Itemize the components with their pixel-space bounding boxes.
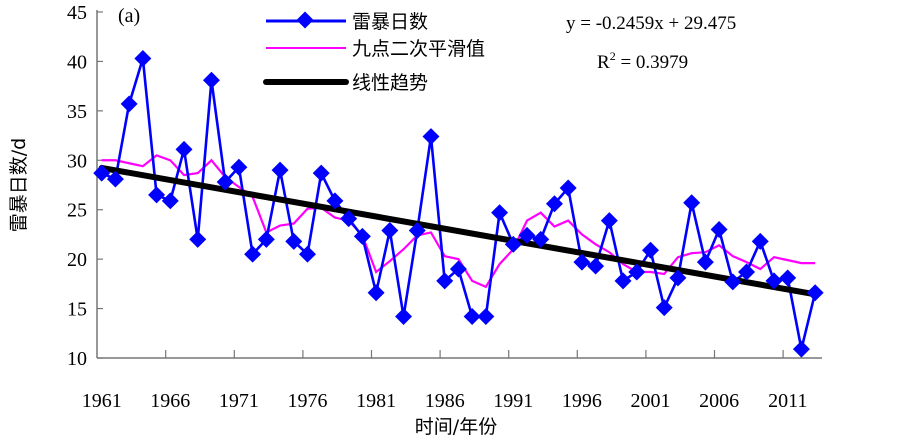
data-point-marker [751, 232, 769, 250]
data-point-marker [312, 164, 330, 182]
x-tick-label: 2006 [699, 390, 739, 412]
data-point-marker [628, 263, 646, 281]
data-point-marker [669, 269, 687, 287]
data-point-marker [683, 194, 701, 212]
data-point-marker [724, 273, 742, 291]
data-point-marker [202, 71, 220, 89]
x-tick-label: 1991 [493, 390, 533, 412]
data-point-marker [779, 269, 797, 287]
data-point-marker [573, 253, 591, 271]
r-squared: R2 = 0.3979 [597, 49, 688, 73]
x-axis-label: 时间/年份 [415, 416, 497, 438]
data-point-marker [93, 164, 111, 182]
data-point-marker [792, 340, 810, 358]
data-point-marker [148, 186, 166, 204]
x-tick-label: 2001 [631, 390, 671, 412]
data-point-marker [189, 230, 207, 248]
data-point-marker [271, 161, 289, 179]
y-tick-label: 20 [67, 249, 87, 271]
x-tick-label: 1971 [219, 390, 259, 412]
data-point-marker [806, 284, 824, 302]
x-tick-label: 1996 [562, 390, 602, 412]
data-point-marker [244, 245, 262, 263]
data-point-marker [655, 299, 673, 317]
data-point-marker [587, 257, 605, 275]
data-point-marker [299, 245, 316, 263]
trend-line [98, 164, 819, 298]
axes: 10 15 20 25 30 35 40 45 1961 1966 1971 1976 1981 1986… [67, 2, 822, 412]
data-point-marker [600, 212, 618, 230]
data-point-marker [408, 221, 426, 239]
data-point-marker [765, 272, 783, 290]
thunder-days-line [101, 58, 817, 350]
panel-label: (a) [118, 5, 140, 27]
data-point-marker [340, 210, 358, 228]
x-tick-label: 1961 [82, 390, 122, 412]
data-point-marker [381, 221, 399, 239]
data-point-marker [216, 173, 234, 191]
data-point-marker [175, 140, 193, 158]
y-tick-label: 15 [67, 299, 87, 321]
legend-label-trend: 线性趋势 [352, 72, 428, 94]
data-point-marker [285, 232, 303, 250]
x-tick-label: 1986 [425, 390, 465, 412]
data-point-marker [696, 253, 714, 271]
data-point-marker [504, 235, 522, 253]
data-point-marker [120, 95, 138, 113]
trend-equation: y = -0.2459x + 29.475 [566, 13, 736, 34]
data-point-marker [395, 307, 413, 325]
series-layer [93, 49, 824, 358]
x-tick-label: 1966 [150, 390, 190, 412]
data-point-marker [449, 260, 467, 278]
data-point-marker [257, 230, 275, 248]
x-tick-label: 2011 [768, 390, 807, 412]
data-point-marker [230, 158, 248, 176]
r2-value: = 0.3979 [616, 52, 688, 73]
legend-label-smoothed: 九点二次平滑值 [352, 38, 485, 60]
data-point-marker [559, 179, 577, 197]
smoothed-line [101, 154, 816, 289]
r2-superscript: 2 [610, 49, 616, 63]
data-point-marker [326, 192, 344, 210]
data-point-marker [106, 170, 124, 188]
data-point-marker [710, 221, 728, 238]
data-point-marker [491, 204, 509, 222]
data-point-marker [642, 241, 659, 259]
data-point-marker [477, 307, 495, 325]
y-axis-label: 雷暴日数/d [8, 138, 30, 232]
y-tick-label: 25 [67, 200, 87, 222]
y-tick-label: 30 [67, 150, 87, 172]
data-point-marker [738, 263, 756, 281]
data-point-marker [436, 272, 454, 290]
r2-label: R [597, 52, 610, 73]
data-point-marker [545, 195, 563, 213]
data-point-marker [422, 128, 440, 146]
data-point-marker [614, 272, 632, 290]
y-tick-label: 40 [67, 51, 87, 73]
y-tick-label: 35 [67, 101, 87, 123]
data-point-marker [161, 192, 179, 210]
x-tick-label: 1976 [288, 390, 328, 412]
legend: 雷暴日数 九点二次平滑值 线性趋势 [263, 11, 485, 94]
data-point-marker [518, 226, 536, 244]
legend-marker-diamond [296, 11, 314, 29]
y-tick-label: 45 [67, 2, 87, 24]
x-tick-label: 1981 [356, 390, 396, 412]
y-tick-label: 10 [67, 348, 87, 370]
data-point-marker [353, 227, 371, 245]
data-point-marker [463, 307, 481, 325]
data-point-marker [532, 230, 550, 248]
data-point-marker [134, 49, 152, 67]
legend-label-thunder-days: 雷暴日数 [352, 11, 428, 33]
data-point-marker [367, 284, 385, 302]
